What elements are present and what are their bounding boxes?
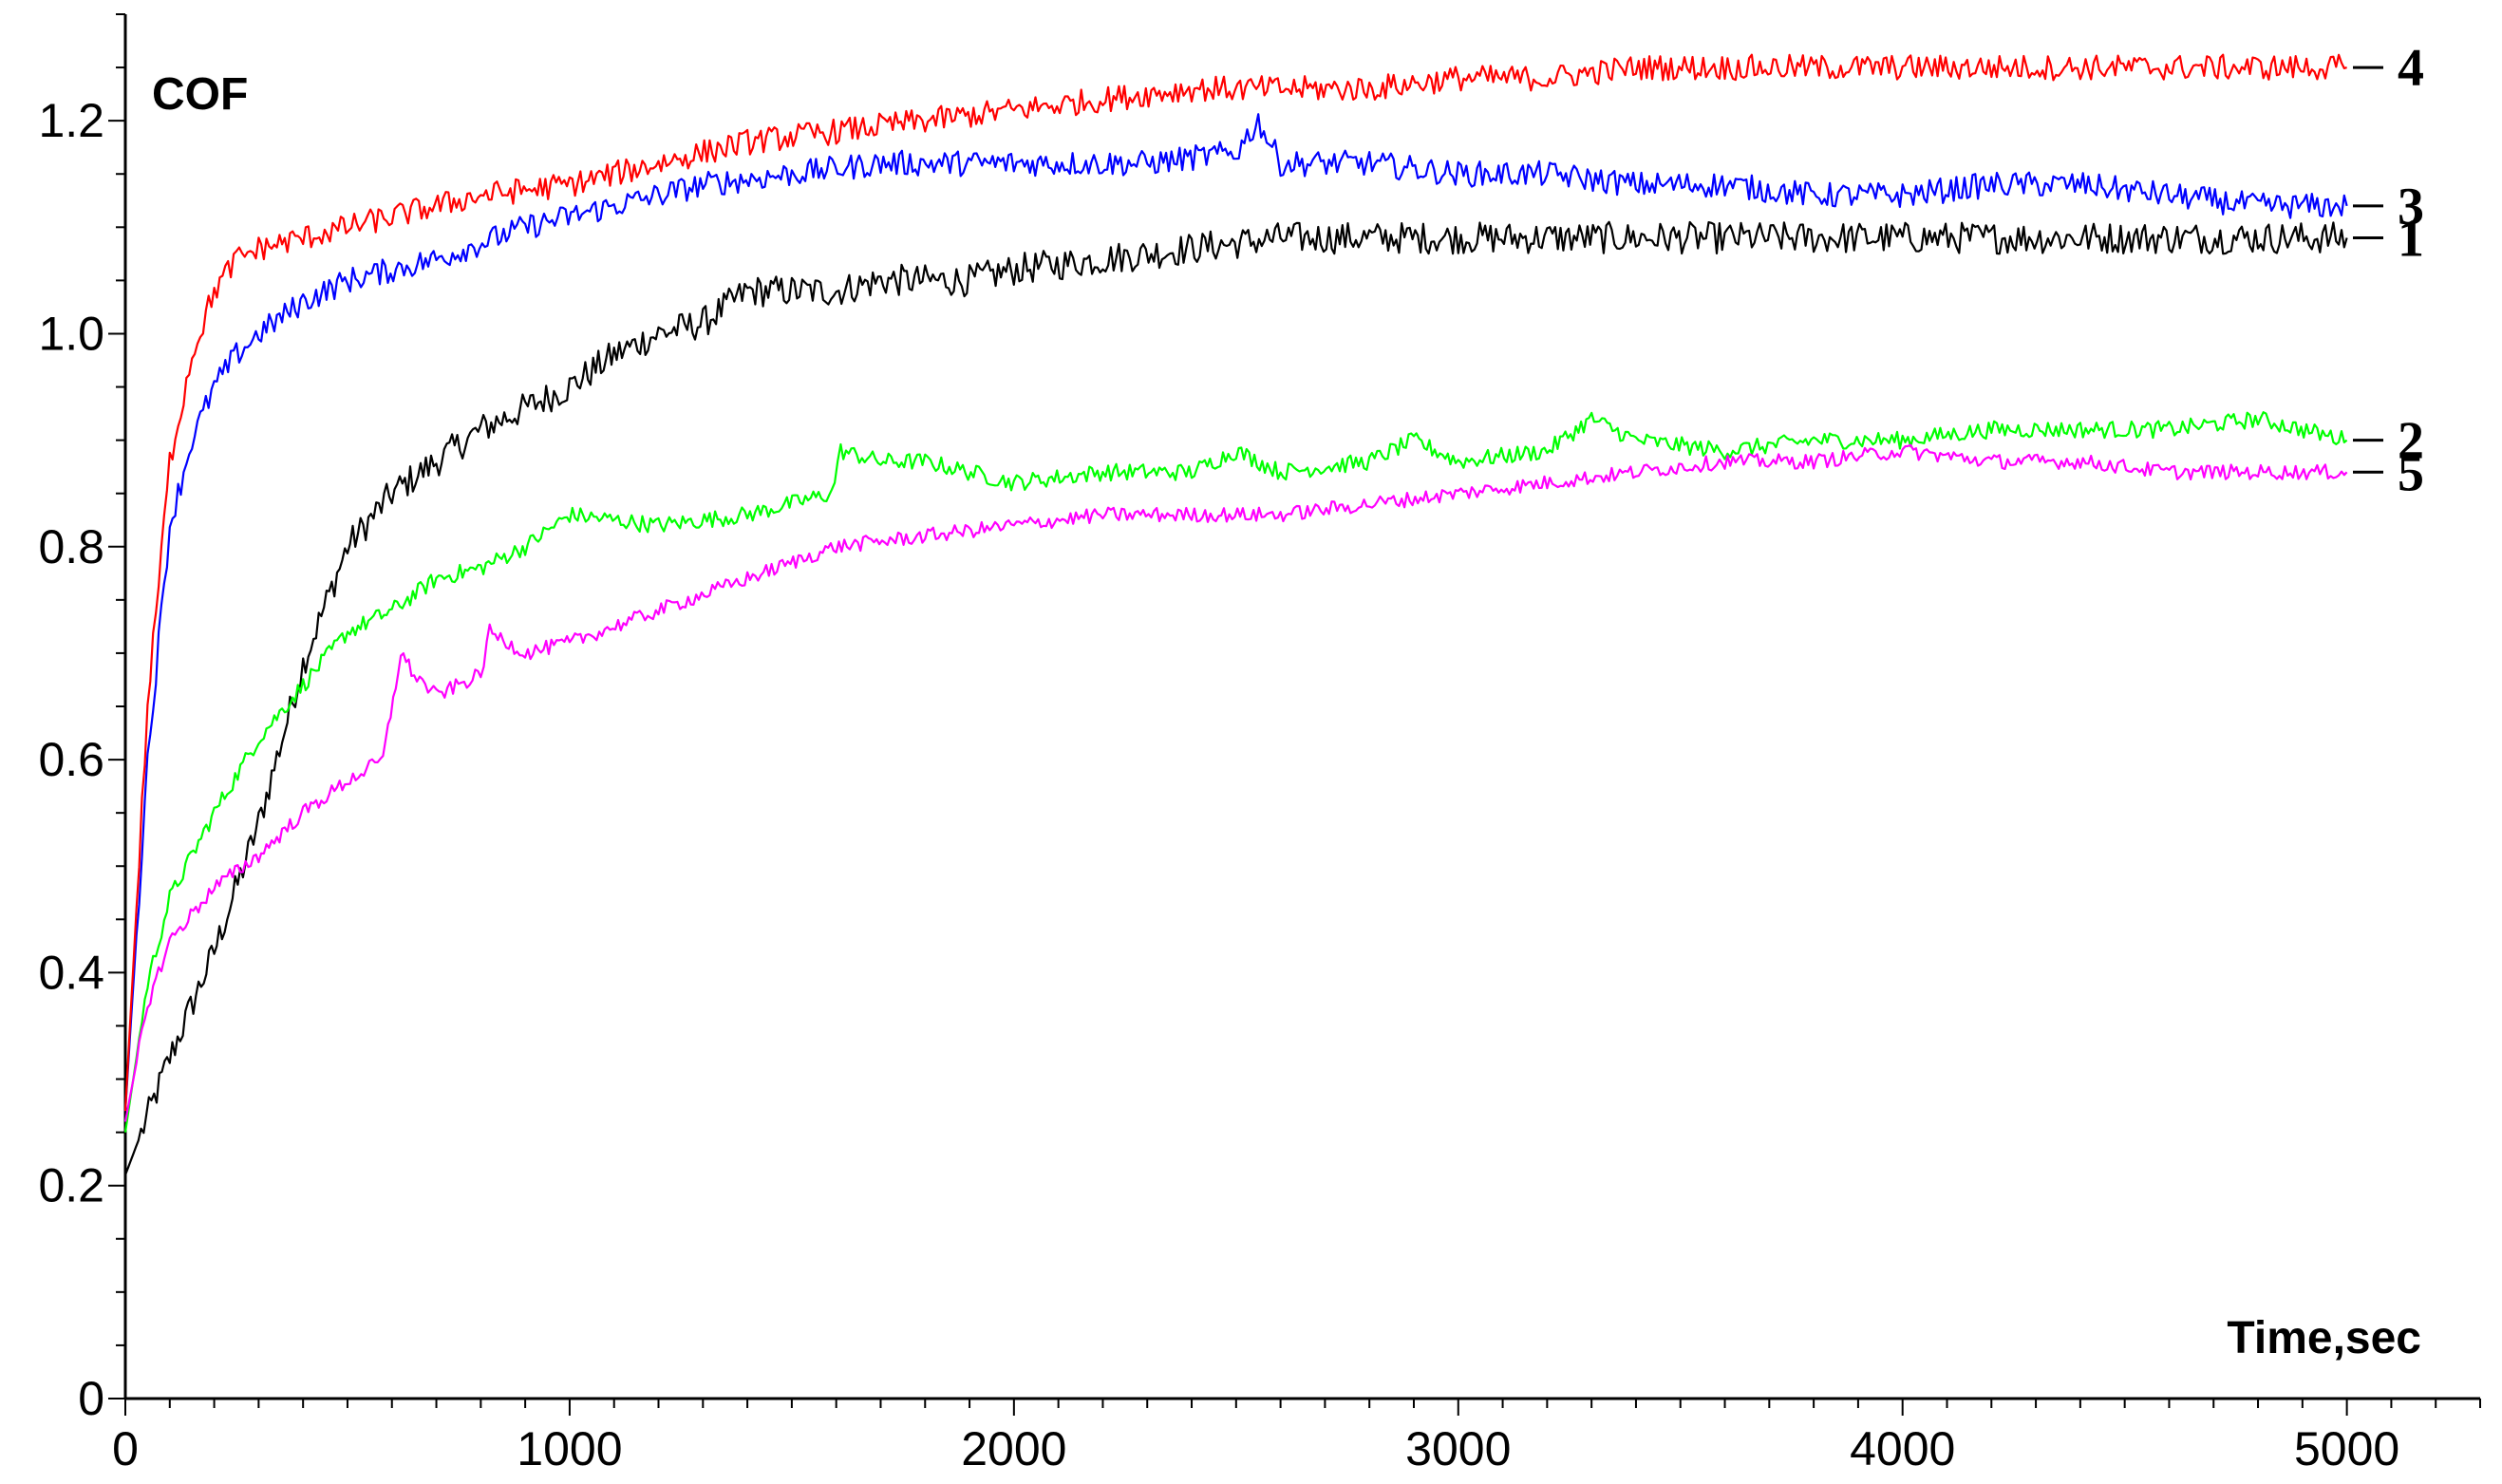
curve-label-4: 4 (2398, 39, 2424, 98)
series-line-4 (123, 53, 2347, 1112)
x-tick-label: 4000 (1850, 1422, 1955, 1475)
curve-label-5: 5 (2398, 443, 2424, 502)
curve-labels: 1 2 3 4 5 (2353, 39, 2424, 502)
x-tick-label: 0 (112, 1422, 139, 1475)
curve-label-2: 2 (2398, 412, 2424, 471)
series-line-2 (123, 411, 2348, 1133)
x-tick-label: 1000 (517, 1422, 622, 1475)
y-tick-label: 0.2 (38, 1159, 104, 1212)
y-tick-label: 1.0 (38, 307, 104, 360)
x-tick-label: 5000 (2294, 1422, 2399, 1475)
y-tick-label: 0.8 (38, 520, 104, 573)
x-tick-label: 3000 (1405, 1422, 1511, 1475)
series-lines (123, 53, 2348, 1175)
x-axis-title: Time,sec (2227, 1313, 2421, 1363)
series-line-5 (123, 443, 2348, 1122)
curve-label-3: 3 (2398, 178, 2424, 236)
series-line-1 (123, 220, 2348, 1175)
y-tick-label: 0.6 (38, 733, 104, 786)
axes: 0 1000 2000 3000 4000 5000 0 0.2 0.4 0.6 0.8 1.0 1.2 (38, 13, 2481, 1475)
x-tick-label: 2000 (961, 1422, 1066, 1475)
y-tick-label: 0 (78, 1372, 104, 1425)
y-axis-title: COF (152, 69, 248, 120)
curve-label-1: 1 (2398, 210, 2424, 269)
y-tick-label: 0.4 (38, 946, 104, 999)
y-tick-label: 1.2 (38, 94, 104, 147)
series-line-3 (123, 113, 2348, 1112)
